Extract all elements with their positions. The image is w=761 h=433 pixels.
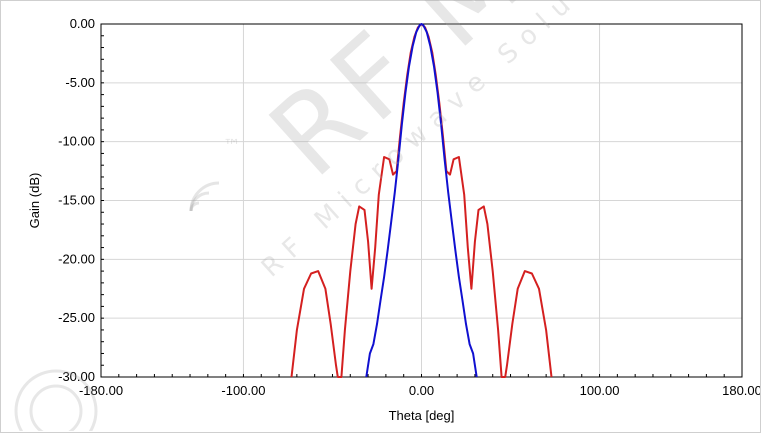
x-tick-label: -100.00 <box>221 383 265 398</box>
x-axis-title: Theta [deg] <box>389 408 455 423</box>
x-tick-label: -180.00 <box>79 383 123 398</box>
y-tick-label: -5.00 <box>65 75 95 90</box>
y-tick-label: -25.00 <box>58 310 95 325</box>
x-axis-ticks: -180.00 -100.00 0.00 100.00 180.00 <box>79 383 760 398</box>
x-tick-label: 100.00 <box>580 383 620 398</box>
y-tick-label: -30.00 <box>58 369 95 384</box>
minor-ticks <box>100 23 743 378</box>
series-line-2 <box>365 23 478 378</box>
x-tick-label: 180.00 <box>722 383 760 398</box>
grid <box>101 24 742 377</box>
series-layer <box>290 23 553 378</box>
y-tick-label: -20.00 <box>58 251 95 266</box>
x-tick-label: 0.00 <box>409 383 434 398</box>
y-tick-label: -15.00 <box>58 193 95 208</box>
y-axis-ticks: 0.00 -5.00 -10.00 -15.00 -20.00 -25.00 -30.00 <box>58 16 95 384</box>
y-tick-label: -10.00 <box>58 134 95 149</box>
y-axis-title: Gain (dB) <box>27 173 42 229</box>
y-tick-label: 0.00 <box>70 16 95 31</box>
